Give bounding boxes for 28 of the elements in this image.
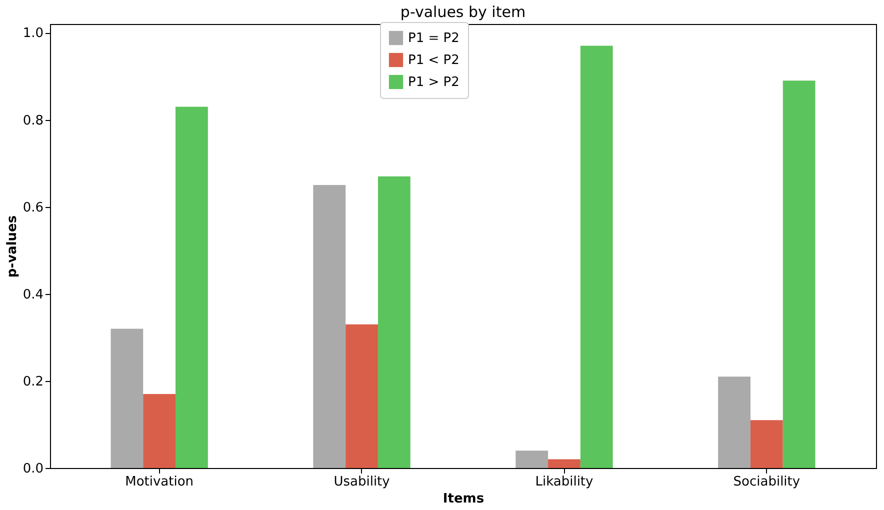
bar [580, 46, 613, 468]
legend-label: P1 = P2 [408, 31, 460, 46]
x-tick-label: Motivation [125, 474, 194, 490]
legend-label: P1 < P2 [408, 53, 460, 68]
bar [176, 106, 208, 468]
y-tick-label: 0.8 [22, 113, 44, 128]
bar [750, 420, 783, 468]
bar [782, 80, 816, 468]
chart-title: p-values by item [400, 3, 526, 21]
x-tick-label: Usability [334, 474, 390, 490]
bar [516, 450, 548, 468]
y-tick-label: 0.0 [22, 462, 44, 476]
y-tick-label: 0.6 [22, 200, 44, 216]
legend-label: P1 > P2 [408, 75, 460, 90]
bar [110, 328, 144, 468]
bar [548, 459, 580, 468]
x-axis-title: Items [442, 492, 484, 506]
x-tick-label: Likability [535, 474, 594, 490]
y-tick-label: 0.4 [22, 287, 44, 302]
x-tick-label: Sociability [733, 474, 800, 490]
y-tick-label: 0.2 [22, 374, 44, 390]
bar [143, 394, 176, 468]
bar [346, 324, 378, 468]
bar [718, 376, 750, 468]
bar [313, 185, 346, 468]
y-axis-title: p-values [4, 215, 20, 278]
bar [378, 176, 410, 468]
y-tick-label: 1.0 [22, 26, 44, 42]
